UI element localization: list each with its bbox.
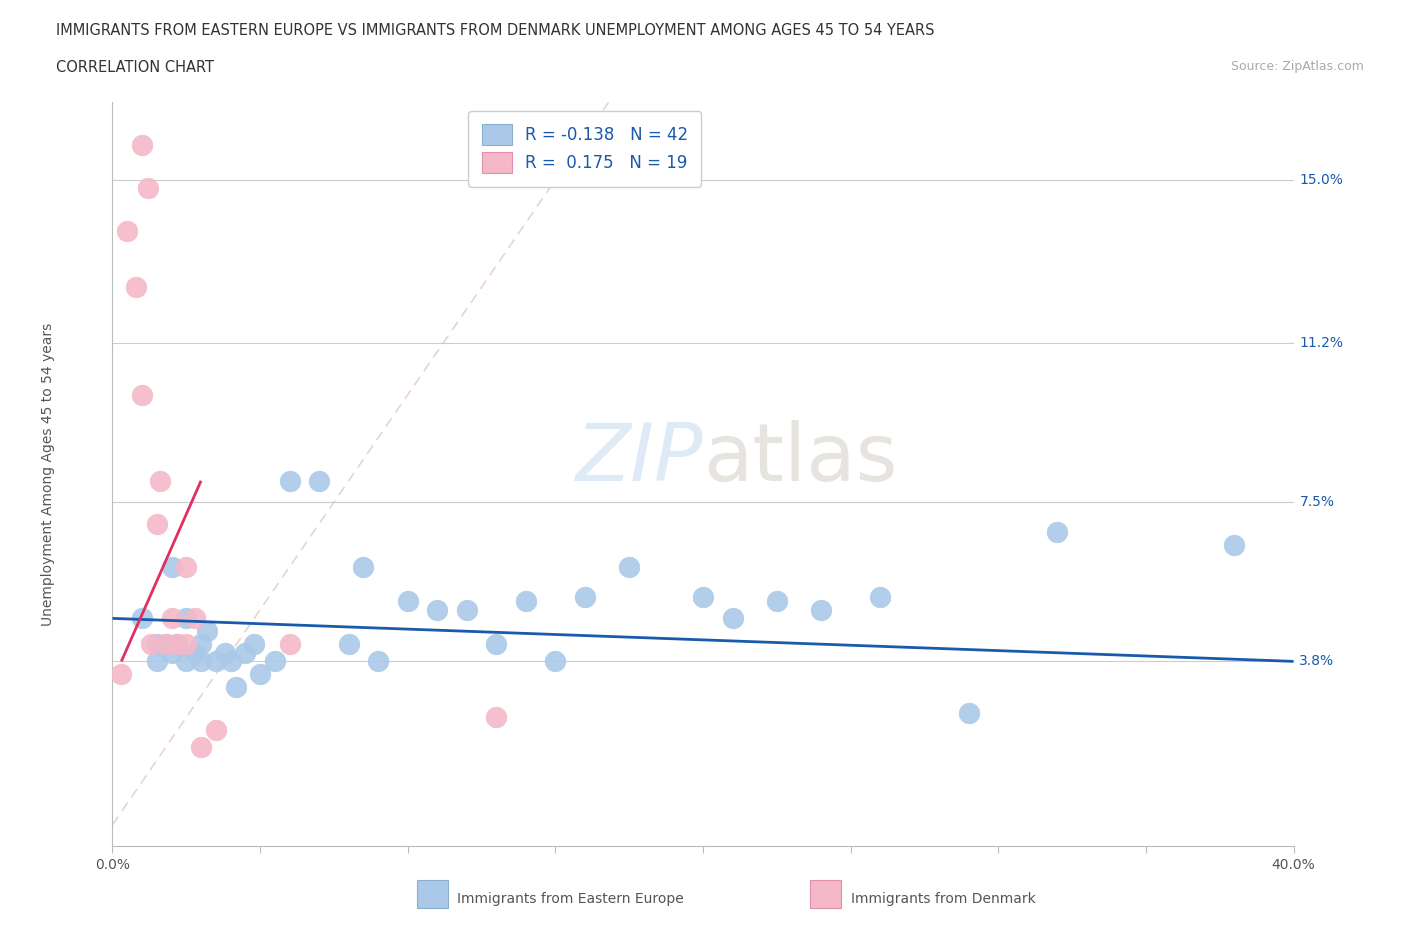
Point xyxy=(515,593,537,608)
Point xyxy=(396,593,419,608)
Text: atlas: atlas xyxy=(703,420,897,498)
Text: 7.5%: 7.5% xyxy=(1299,496,1334,510)
Point xyxy=(278,473,301,488)
Text: 3.8%: 3.8% xyxy=(1299,655,1334,669)
Point xyxy=(205,654,228,669)
Text: 15.0%: 15.0% xyxy=(1299,173,1343,187)
Point xyxy=(174,611,197,626)
Point xyxy=(574,590,596,604)
Point xyxy=(131,138,153,153)
Point xyxy=(190,740,212,755)
Point xyxy=(131,387,153,402)
Text: Immigrants from Eastern Europe: Immigrants from Eastern Europe xyxy=(457,892,683,907)
Point xyxy=(205,723,228,737)
Point xyxy=(146,654,169,669)
Point xyxy=(155,637,177,652)
Point xyxy=(367,654,389,669)
Point xyxy=(233,645,256,660)
Point xyxy=(485,710,508,724)
Point xyxy=(485,637,508,652)
Point xyxy=(219,654,242,669)
Point xyxy=(166,637,188,652)
Point xyxy=(117,224,138,239)
Text: Unemployment Among Ages 45 to 54 years: Unemployment Among Ages 45 to 54 years xyxy=(41,323,55,626)
Point xyxy=(195,624,218,639)
Point xyxy=(160,559,183,574)
Point xyxy=(766,593,789,608)
Point xyxy=(1223,538,1246,552)
Point xyxy=(160,645,183,660)
Point xyxy=(190,654,212,669)
Text: CORRELATION CHART: CORRELATION CHART xyxy=(56,60,214,75)
Point xyxy=(160,611,183,626)
Point xyxy=(957,706,980,721)
Text: ZIP: ZIP xyxy=(575,420,703,498)
Point xyxy=(174,637,197,652)
Point xyxy=(692,590,714,604)
Text: IMMIGRANTS FROM EASTERN EUROPE VS IMMIGRANTS FROM DENMARK UNEMPLOYMENT AMONG AGE: IMMIGRANTS FROM EASTERN EUROPE VS IMMIGR… xyxy=(56,23,935,38)
Point xyxy=(139,637,162,652)
Point xyxy=(721,611,744,626)
Point xyxy=(225,680,247,695)
Point xyxy=(146,637,169,652)
Point xyxy=(125,280,148,295)
Text: Source: ZipAtlas.com: Source: ZipAtlas.com xyxy=(1230,60,1364,73)
Point xyxy=(184,645,207,660)
Legend: R = -0.138   N = 42, R =  0.175   N = 19: R = -0.138 N = 42, R = 0.175 N = 19 xyxy=(468,111,702,187)
Point xyxy=(278,637,301,652)
Point xyxy=(149,473,172,488)
Point xyxy=(214,645,236,660)
Point xyxy=(190,637,212,652)
Text: Immigrants from Denmark: Immigrants from Denmark xyxy=(851,892,1035,907)
Point xyxy=(426,603,449,618)
Point xyxy=(146,516,169,531)
Point xyxy=(174,654,197,669)
Point xyxy=(131,611,153,626)
Point xyxy=(174,559,197,574)
Point xyxy=(1046,525,1069,539)
Point xyxy=(337,637,360,652)
Point xyxy=(243,637,266,652)
Point xyxy=(352,559,374,574)
Point xyxy=(184,611,207,626)
Point xyxy=(619,559,641,574)
Point xyxy=(155,637,177,652)
Point xyxy=(810,603,832,618)
Point xyxy=(136,180,159,195)
Point xyxy=(456,603,478,618)
Point xyxy=(544,654,567,669)
Text: 11.2%: 11.2% xyxy=(1299,336,1343,350)
Point xyxy=(166,637,188,652)
Point xyxy=(110,667,132,682)
Point xyxy=(249,667,271,682)
Point xyxy=(869,590,891,604)
Point xyxy=(264,654,287,669)
Point xyxy=(308,473,330,488)
